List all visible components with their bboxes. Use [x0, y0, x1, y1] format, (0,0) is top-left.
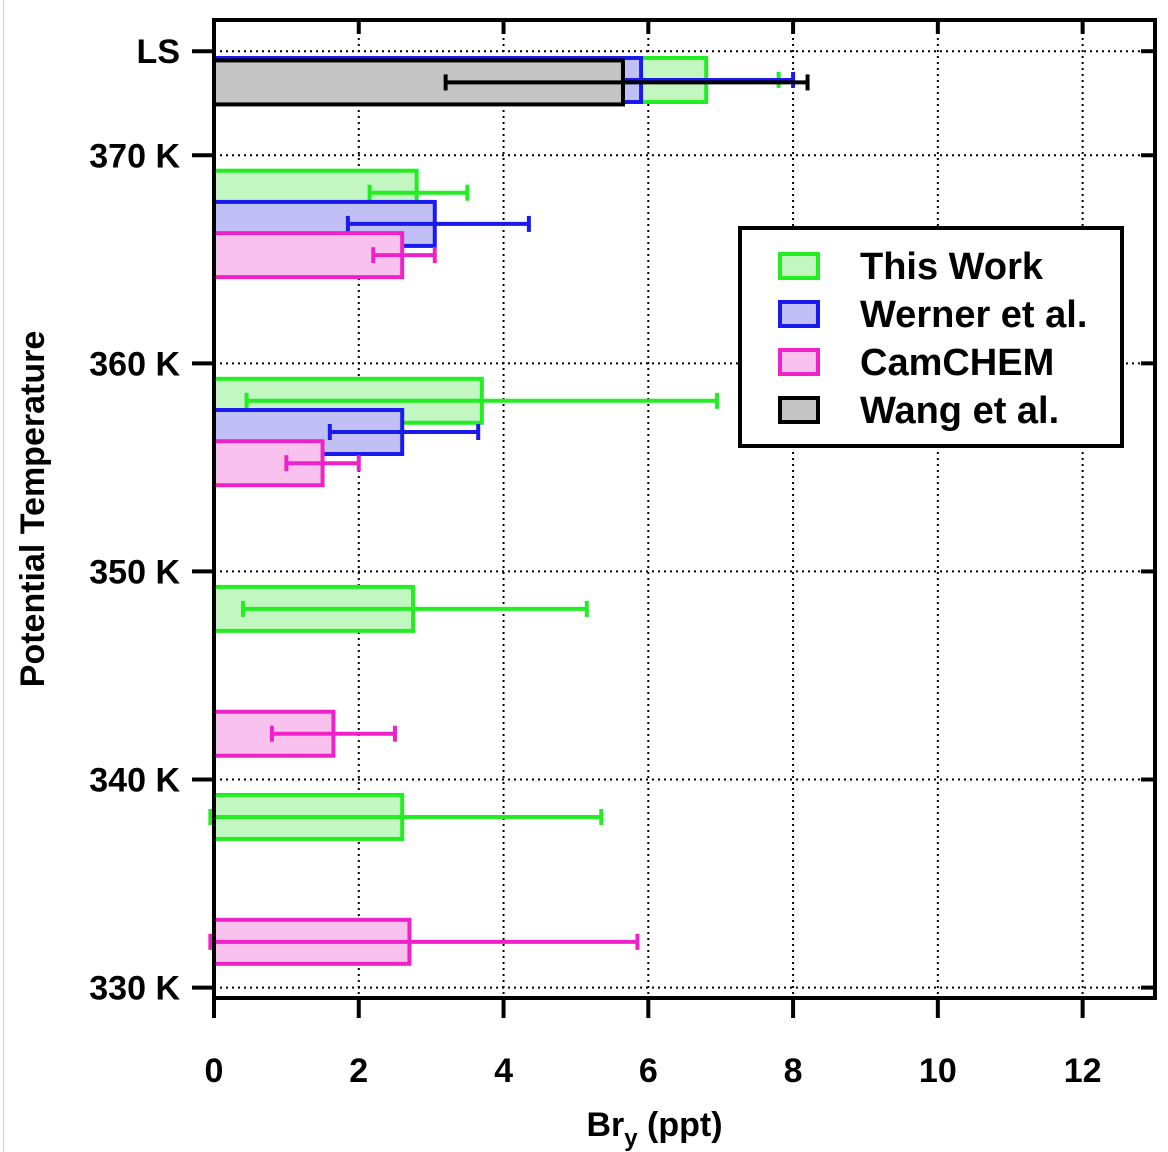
x-tick-label: 6	[639, 1052, 658, 1090]
x-tick-label: 0	[205, 1052, 224, 1090]
plot-frame	[212, 18, 1157, 1000]
y-tick-label: 350 K	[89, 553, 180, 591]
legend-label: Wang et al.	[860, 390, 1059, 432]
legend-swatch	[778, 396, 820, 424]
x-axis-title: Bry (ppt)	[586, 1106, 722, 1152]
y-tick-label: LS	[137, 33, 180, 71]
x-axis-title-unit: (ppt)	[638, 1106, 723, 1144]
legend-label: This Work	[860, 246, 1044, 288]
x-tick-label: 2	[349, 1052, 368, 1090]
bars-group	[208, 56, 810, 966]
y-tick-label: 360 K	[89, 345, 180, 383]
y-tick-label: 340 K	[89, 762, 180, 800]
x-tick-label: 4	[494, 1052, 513, 1090]
legend-label: CamCHEM	[860, 342, 1054, 384]
page-edge-line	[3, 0, 4, 1152]
y-axis-title: Potential Temperature	[14, 331, 52, 687]
legend-label: Werner et al.	[860, 294, 1087, 336]
y-tick-label: 330 K	[89, 970, 180, 1008]
grid-lines	[214, 20, 1155, 998]
legend-swatch	[778, 300, 820, 328]
y-tick-label: 370 K	[89, 137, 180, 175]
legend-swatch	[778, 348, 820, 376]
x-axis-title-main: Br	[586, 1106, 624, 1144]
legend: This Work Werner et al. CamCHEM Wang et al.	[738, 226, 1124, 448]
x-tick-label: 8	[784, 1052, 803, 1090]
x-tick-label: 10	[919, 1052, 957, 1090]
axis-ticks: 0 2 4 6 8 10 12 330 K 340 K 350 K 360 K 370 K LS	[89, 20, 1155, 1090]
legend-swatch	[778, 252, 820, 280]
x-axis-title-subscript: y	[624, 1125, 638, 1152]
x-tick-label: 12	[1064, 1052, 1102, 1090]
